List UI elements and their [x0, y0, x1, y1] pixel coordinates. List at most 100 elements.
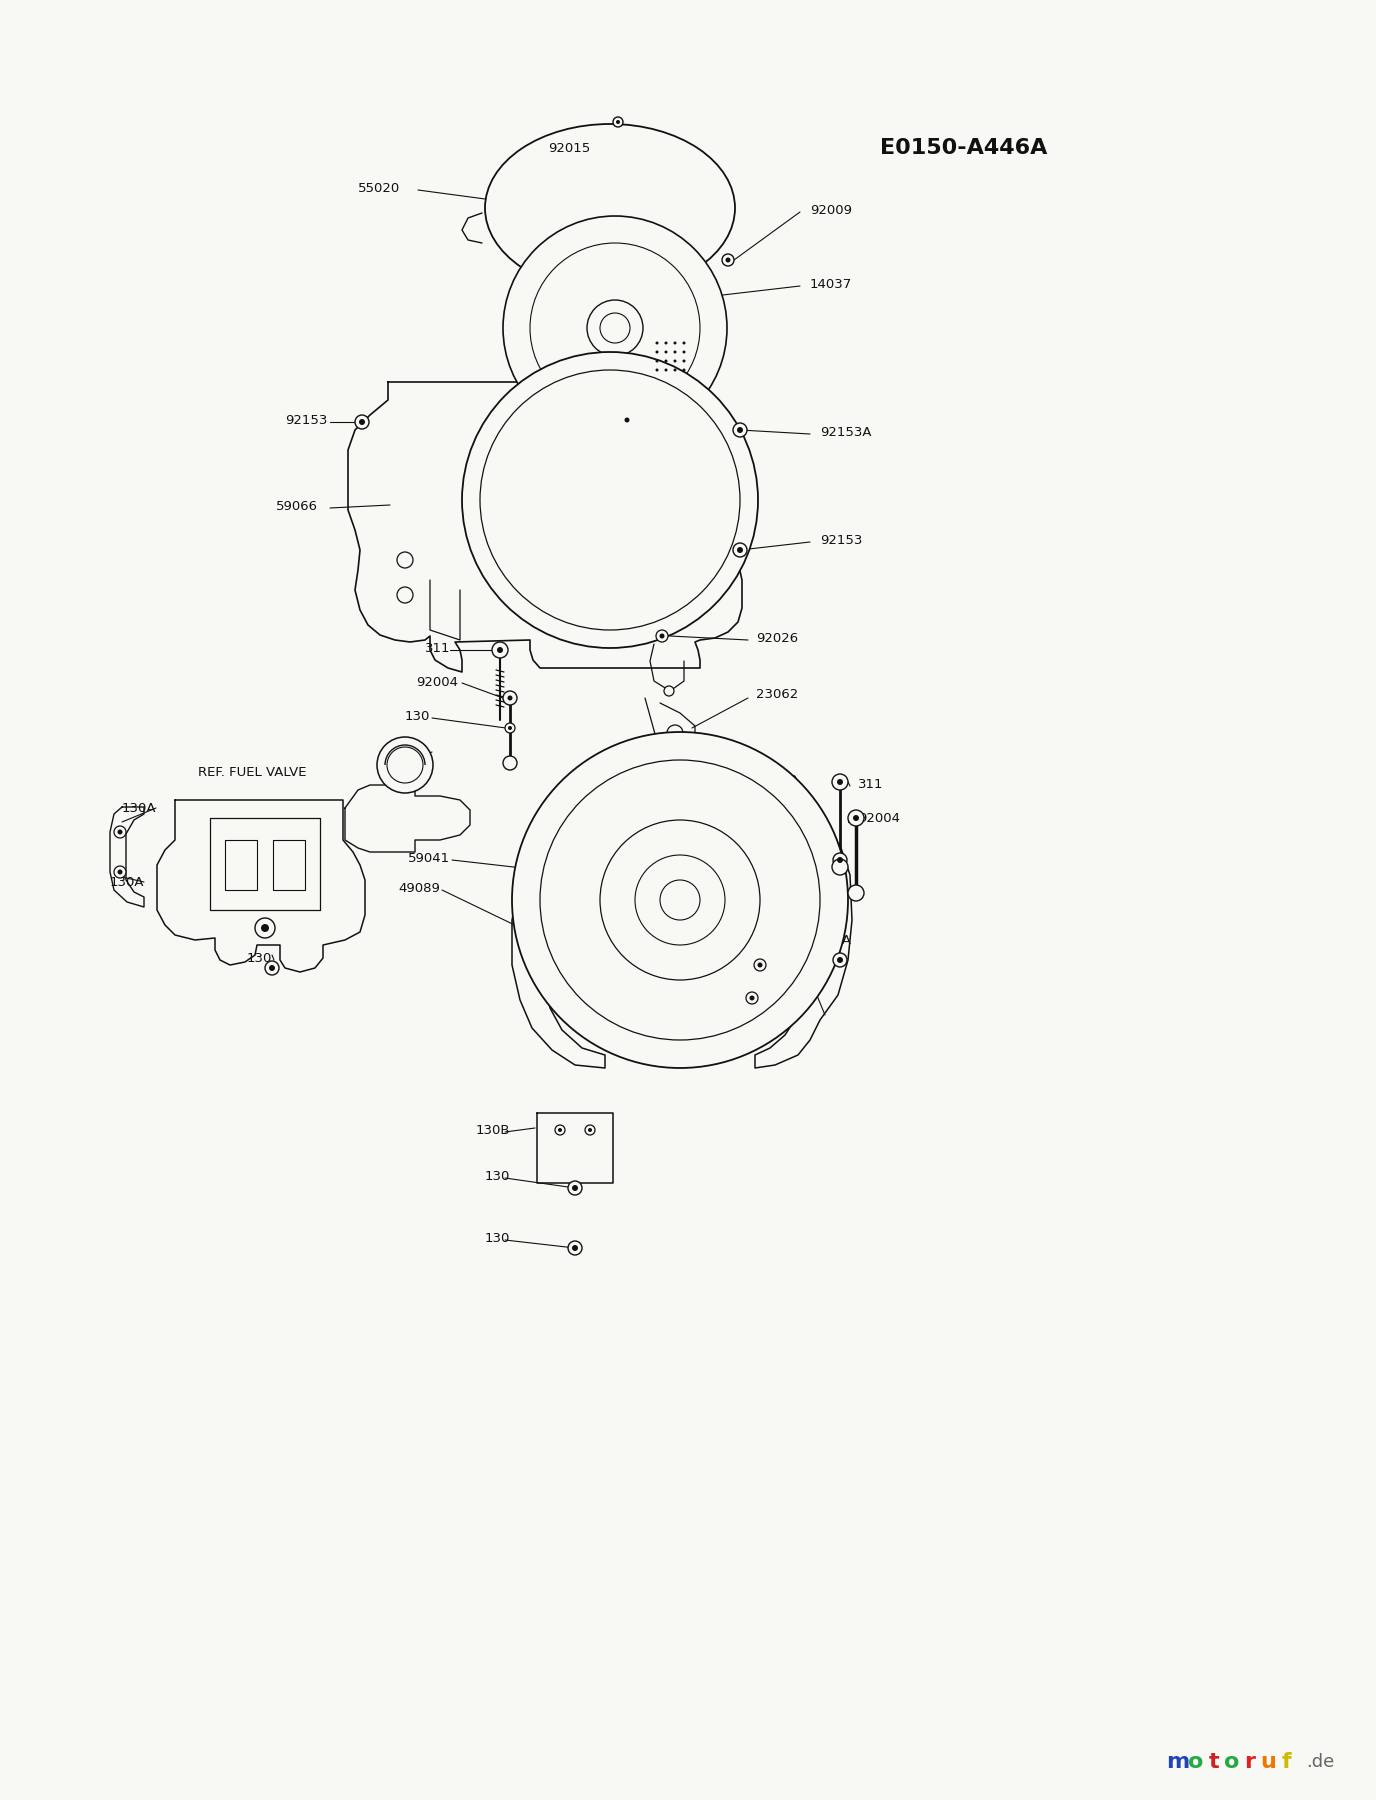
Circle shape — [585, 1125, 594, 1136]
Ellipse shape — [552, 171, 669, 245]
Ellipse shape — [601, 202, 619, 214]
Text: 130: 130 — [405, 709, 429, 722]
Circle shape — [665, 360, 667, 362]
Circle shape — [754, 959, 766, 970]
Circle shape — [625, 418, 629, 423]
Ellipse shape — [535, 160, 684, 256]
Circle shape — [504, 756, 517, 770]
Circle shape — [733, 544, 747, 556]
Text: E0150-A446A: E0150-A446A — [881, 139, 1047, 158]
Circle shape — [508, 695, 512, 700]
Circle shape — [738, 427, 743, 434]
Circle shape — [612, 117, 623, 128]
Circle shape — [655, 369, 659, 371]
Text: 92153A: 92153A — [820, 425, 871, 439]
Text: 92026: 92026 — [755, 632, 798, 644]
Text: 13270: 13270 — [755, 774, 798, 787]
Text: 130B: 130B — [476, 1123, 510, 1136]
Circle shape — [746, 992, 758, 1004]
Circle shape — [621, 778, 629, 785]
Circle shape — [665, 342, 667, 344]
Text: 92004: 92004 — [416, 675, 458, 688]
Circle shape — [655, 351, 659, 353]
Circle shape — [655, 360, 659, 362]
Circle shape — [627, 801, 634, 810]
Circle shape — [114, 866, 127, 878]
Circle shape — [512, 733, 848, 1067]
Circle shape — [634, 855, 725, 945]
Text: 14037: 14037 — [810, 277, 852, 290]
Text: 311: 311 — [859, 778, 883, 790]
Text: 49089A: 49089A — [799, 934, 850, 947]
Circle shape — [682, 360, 685, 362]
Text: o: o — [1225, 1751, 1240, 1771]
Circle shape — [837, 857, 843, 862]
Circle shape — [621, 414, 633, 427]
Text: REF. FUEL VALVE: REF. FUEL VALVE — [198, 765, 307, 778]
Text: 92015: 92015 — [548, 142, 590, 155]
Text: 311: 311 — [425, 641, 450, 655]
Ellipse shape — [585, 191, 636, 225]
Text: 130: 130 — [484, 1170, 510, 1183]
Circle shape — [682, 369, 685, 371]
Circle shape — [355, 416, 369, 428]
Circle shape — [117, 869, 122, 875]
Ellipse shape — [484, 124, 735, 292]
Circle shape — [599, 749, 682, 832]
Circle shape — [497, 646, 504, 653]
Text: t: t — [1208, 1751, 1219, 1771]
Circle shape — [682, 351, 685, 353]
Circle shape — [673, 360, 677, 362]
Ellipse shape — [590, 194, 630, 221]
Ellipse shape — [557, 175, 663, 241]
Circle shape — [530, 243, 700, 412]
Circle shape — [682, 342, 685, 344]
Circle shape — [539, 760, 820, 1040]
Text: 92153: 92153 — [286, 414, 327, 427]
Ellipse shape — [530, 157, 689, 259]
Text: r: r — [1244, 1751, 1255, 1771]
Circle shape — [559, 1129, 561, 1132]
Text: u: u — [1260, 1751, 1276, 1771]
Text: 92009: 92009 — [810, 203, 852, 216]
Circle shape — [568, 1240, 582, 1255]
Text: o: o — [1189, 1751, 1204, 1771]
Text: 59066: 59066 — [277, 499, 318, 513]
Ellipse shape — [546, 167, 673, 248]
Circle shape — [588, 1129, 592, 1132]
Circle shape — [568, 1181, 582, 1195]
Circle shape — [725, 257, 731, 263]
Circle shape — [588, 301, 643, 356]
Circle shape — [572, 1246, 578, 1251]
Circle shape — [493, 643, 508, 659]
Circle shape — [665, 369, 667, 371]
Circle shape — [377, 736, 433, 794]
Text: .de: .de — [1306, 1753, 1335, 1771]
Circle shape — [652, 796, 659, 803]
Circle shape — [837, 958, 843, 963]
Circle shape — [117, 830, 122, 835]
Circle shape — [504, 216, 727, 439]
Circle shape — [758, 963, 762, 968]
Circle shape — [398, 553, 413, 569]
Circle shape — [462, 353, 758, 648]
Ellipse shape — [541, 164, 678, 252]
Circle shape — [555, 1125, 566, 1136]
Ellipse shape — [563, 178, 658, 238]
Circle shape — [255, 918, 275, 938]
Text: f: f — [1281, 1751, 1291, 1771]
Circle shape — [750, 995, 754, 1001]
Text: 130: 130 — [484, 1231, 510, 1244]
Text: 92153: 92153 — [820, 533, 863, 547]
Text: 92153: 92153 — [667, 340, 710, 353]
Circle shape — [612, 761, 667, 817]
Text: 59041: 59041 — [407, 851, 450, 864]
Circle shape — [660, 880, 700, 920]
Circle shape — [832, 859, 848, 875]
Circle shape — [837, 779, 843, 785]
Circle shape — [659, 634, 665, 639]
Circle shape — [738, 547, 743, 553]
Circle shape — [616, 121, 621, 124]
Ellipse shape — [509, 142, 711, 274]
Circle shape — [656, 630, 667, 643]
